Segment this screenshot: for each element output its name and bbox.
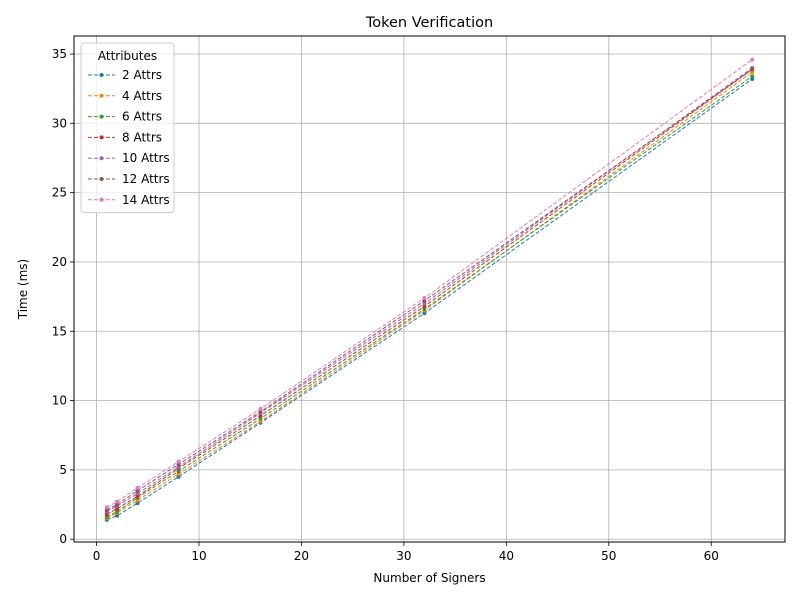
data-point bbox=[750, 67, 755, 72]
legend-box bbox=[80, 42, 175, 214]
y-tick-label: 25 bbox=[52, 186, 67, 200]
legend-item: 2 Attrs bbox=[88, 68, 162, 82]
legend-label: 2 Attrs bbox=[122, 68, 162, 82]
data-point bbox=[135, 488, 140, 493]
x-axis: 0 10 20 30 40 50 60 bbox=[93, 542, 719, 563]
legend-label: 12 Attrs bbox=[122, 172, 170, 186]
legend-item: 10 Attrs bbox=[88, 151, 170, 165]
data-point bbox=[176, 465, 181, 470]
data-point bbox=[115, 509, 120, 514]
legend-marker bbox=[99, 156, 104, 161]
legend-label: 4 Attrs bbox=[122, 89, 162, 103]
x-tick-label: 60 bbox=[704, 549, 719, 563]
y-axis: 0 5 10 15 20 25 30 35 bbox=[52, 47, 74, 546]
x-axis-label: Number of Signers bbox=[373, 571, 485, 585]
x-tick-label: 30 bbox=[396, 549, 411, 563]
x-tick-label: 40 bbox=[499, 549, 514, 563]
x-tick-label: 10 bbox=[191, 549, 206, 563]
legend-label: 10 Attrs bbox=[122, 151, 170, 165]
legend-marker bbox=[99, 73, 104, 77]
data-point bbox=[176, 462, 181, 467]
y-tick-label: 35 bbox=[52, 47, 67, 61]
y-tick-label: 30 bbox=[52, 116, 67, 130]
y-tick-label: 20 bbox=[52, 255, 67, 269]
data-point bbox=[422, 298, 427, 303]
data-point bbox=[115, 506, 120, 511]
data-point bbox=[258, 406, 263, 411]
y-tick-label: 0 bbox=[59, 532, 67, 546]
data-point bbox=[176, 472, 181, 477]
data-point bbox=[115, 499, 120, 504]
x-tick-label: 50 bbox=[601, 549, 616, 563]
y-tick-label: 15 bbox=[52, 324, 67, 338]
plot-area bbox=[74, 36, 785, 542]
data-point bbox=[258, 416, 263, 421]
data-point bbox=[422, 311, 427, 316]
legend-label: 6 Attrs bbox=[122, 110, 162, 124]
data-point bbox=[422, 307, 427, 312]
legend-marker bbox=[99, 197, 104, 202]
chart-title: Token Verification bbox=[365, 15, 493, 31]
data-point bbox=[750, 57, 755, 62]
legend-item: 6 Attrs bbox=[88, 110, 162, 124]
legend-marker bbox=[99, 93, 104, 98]
legend-label: 14 Attrs bbox=[122, 193, 170, 207]
data-point bbox=[135, 498, 140, 503]
legend: Attributes 2 Attrs 4 Attrs 6 Attrs 8 Attrs 1… bbox=[80, 42, 175, 214]
data-point bbox=[422, 301, 427, 306]
legend-item: 4 Attrs bbox=[88, 89, 162, 103]
data-point bbox=[135, 501, 140, 506]
data-point bbox=[422, 296, 427, 301]
plot-frame bbox=[73, 35, 786, 543]
data-point bbox=[750, 70, 755, 75]
legend-item: 14 Attrs bbox=[88, 193, 170, 207]
series-14-attrs bbox=[104, 57, 755, 510]
series-12-attrs bbox=[104, 67, 755, 513]
legend-marker bbox=[99, 177, 104, 181]
data-point bbox=[115, 513, 120, 518]
data-point bbox=[104, 508, 109, 513]
data-point bbox=[258, 419, 263, 424]
x-tick-label: 20 bbox=[294, 549, 309, 563]
y-tick-label: 10 bbox=[52, 394, 67, 408]
data-point bbox=[135, 494, 140, 499]
x-tick-label: 0 bbox=[93, 549, 101, 563]
data-point bbox=[750, 76, 755, 81]
y-tick-label: 5 bbox=[59, 463, 67, 477]
data-point bbox=[176, 459, 181, 464]
y-axis-label: Time (ms) bbox=[16, 259, 30, 321]
data-point bbox=[115, 502, 120, 507]
series-group bbox=[104, 57, 755, 522]
legend-item: 8 Attrs bbox=[88, 130, 162, 144]
data-point bbox=[750, 74, 755, 79]
data-point bbox=[135, 485, 140, 490]
data-point bbox=[135, 491, 140, 496]
grid bbox=[74, 36, 785, 542]
legend-label: 8 Attrs bbox=[122, 130, 162, 144]
data-point bbox=[104, 512, 109, 517]
legend-items: 2 Attrs 4 Attrs 6 Attrs 8 Attrs 10 Attrs 12 A… bbox=[88, 68, 170, 207]
legend-item: 12 Attrs bbox=[88, 172, 170, 186]
legend-marker bbox=[99, 114, 104, 119]
data-point bbox=[258, 409, 263, 414]
legend-title: Attributes bbox=[98, 49, 157, 63]
legend-marker bbox=[99, 135, 104, 140]
data-point bbox=[104, 505, 109, 510]
data-point bbox=[422, 304, 427, 309]
data-point bbox=[176, 469, 181, 474]
data-point bbox=[258, 413, 263, 418]
data-point bbox=[104, 515, 109, 520]
data-point bbox=[176, 474, 181, 479]
